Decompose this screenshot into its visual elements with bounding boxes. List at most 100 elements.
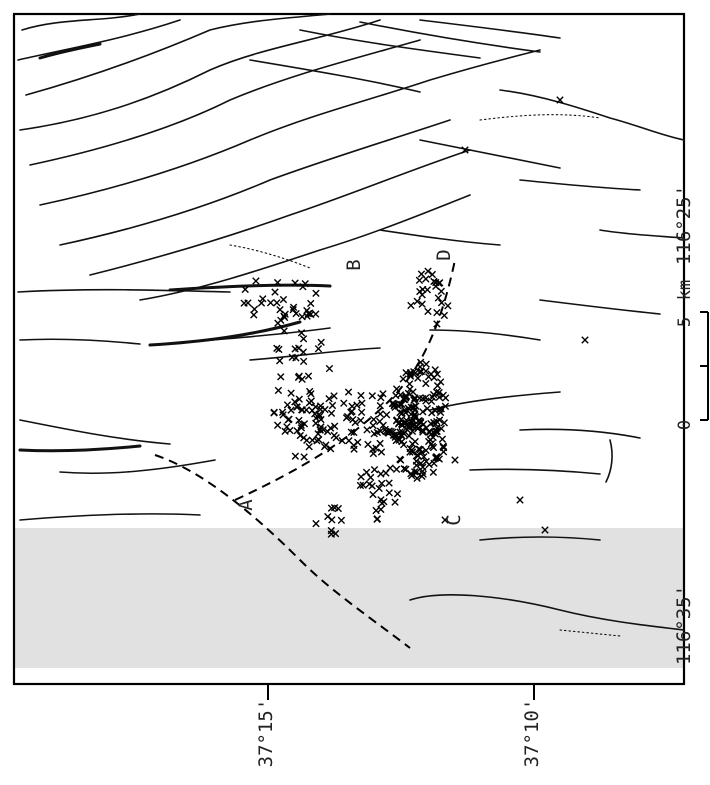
fault-trace bbox=[19, 419, 171, 445]
earthquake-epicenter bbox=[306, 387, 314, 396]
earthquake-epicenter bbox=[368, 392, 377, 400]
earthquake-epicenter bbox=[252, 277, 260, 285]
earthquake-epicenter bbox=[422, 394, 430, 402]
earthquake-epicenter bbox=[370, 466, 379, 474]
earthquake-epicenter bbox=[338, 437, 346, 445]
fault-trace-inferred bbox=[479, 114, 601, 121]
earthquake-epicenter bbox=[400, 464, 408, 473]
earthquake-epicenter bbox=[415, 276, 424, 285]
earthquake-epicenter bbox=[293, 403, 301, 411]
earthquake-epicenter bbox=[275, 345, 283, 354]
earthquake-epicenter bbox=[356, 481, 365, 490]
earthquake-epicenter bbox=[436, 378, 445, 386]
earthquake-epicenter bbox=[424, 307, 432, 316]
earthquake-epicenter bbox=[386, 464, 394, 472]
earthquake-epicenter bbox=[315, 410, 323, 419]
earthquake-epicenter bbox=[410, 396, 418, 404]
fault-trace bbox=[39, 49, 541, 206]
earthquake-epicenter bbox=[385, 427, 393, 435]
fault-trace bbox=[605, 439, 613, 483]
earthquake-epicenter bbox=[396, 456, 405, 464]
earthquake-epicenter bbox=[405, 432, 413, 440]
earthquake-epicenter bbox=[410, 468, 419, 476]
earthquake-epicenter bbox=[399, 375, 407, 383]
earthquake-epicenter bbox=[408, 448, 417, 456]
earthquake-epicenter bbox=[439, 391, 447, 400]
earthquake-epicenter bbox=[378, 479, 386, 488]
earthquake-epicenter bbox=[416, 445, 424, 454]
earthquake-epicenter bbox=[299, 357, 308, 366]
earthquake-epicenter bbox=[440, 311, 449, 320]
fault-trace bbox=[419, 19, 561, 39]
earthquake-epicenter bbox=[312, 289, 320, 298]
profile-label: C bbox=[443, 514, 465, 525]
scale-bar-label: 5 bbox=[675, 317, 695, 327]
earthquake-epicenter bbox=[347, 428, 356, 436]
map-frame bbox=[12, 12, 686, 686]
earthquake-epicenter bbox=[287, 389, 295, 397]
earthquake-epicenter bbox=[273, 278, 282, 287]
earthquake-epicenter bbox=[434, 294, 443, 302]
fault-trace bbox=[539, 299, 661, 315]
earthquake-epicenter bbox=[392, 465, 401, 473]
earthquake-epicenter bbox=[304, 372, 313, 380]
longitude-label: 116°35' bbox=[673, 585, 695, 665]
earthquake-epicenter bbox=[422, 379, 430, 388]
earthquake-epicenter bbox=[417, 459, 425, 467]
earthquake-epicenter bbox=[377, 505, 385, 514]
earthquake-epicenter bbox=[317, 415, 325, 424]
profile-label: D bbox=[433, 249, 455, 260]
earthquake-epicenter bbox=[302, 406, 311, 414]
earthquake-epicenter bbox=[330, 392, 338, 400]
earthquake-epicenter bbox=[419, 463, 427, 471]
earthquake-epicenter bbox=[438, 435, 447, 443]
earthquake-epicenter bbox=[308, 406, 316, 415]
earthquake-epicenter bbox=[391, 498, 399, 506]
earthquake-epicenter bbox=[420, 453, 428, 461]
earthquake-epicenter bbox=[435, 405, 444, 413]
earthquake-epicenter bbox=[429, 468, 438, 476]
earthquake-epicenter bbox=[283, 401, 292, 409]
earthquake-epicenter bbox=[396, 408, 404, 417]
earthquake-epicenter bbox=[289, 303, 298, 311]
earthquake-epicenter bbox=[327, 409, 336, 418]
earthquake-epicenter bbox=[392, 385, 401, 393]
earthquake-epicenter bbox=[291, 279, 299, 287]
earthquake-epicenter bbox=[419, 408, 427, 416]
earthquake-epicenter bbox=[257, 299, 266, 307]
earthquake-epicenter bbox=[317, 338, 325, 346]
earthquake-epicenter bbox=[307, 299, 315, 308]
fault-trace-major bbox=[168, 283, 332, 292]
earthquake-epicenter bbox=[415, 417, 423, 425]
earthquake-epicenter bbox=[330, 422, 339, 430]
earthquake-epicenter bbox=[307, 310, 315, 319]
earthquake-epicenter bbox=[394, 402, 403, 410]
earthquake-epicenter bbox=[418, 300, 426, 308]
earthquake-epicenter bbox=[350, 428, 358, 437]
earthquake-epicenter bbox=[388, 399, 397, 408]
earthquake-epicenter bbox=[373, 515, 381, 524]
earthquake-epicenter bbox=[393, 490, 402, 498]
earthquake-epicenter bbox=[390, 400, 399, 409]
profile-line-c-d bbox=[234, 259, 456, 501]
latitude-label: 37°15' bbox=[255, 699, 277, 768]
earthquake-epicenter bbox=[259, 295, 267, 303]
fault-trace bbox=[409, 594, 685, 631]
earthquake-epicenter bbox=[357, 391, 365, 400]
earthquake-epicenter bbox=[280, 312, 288, 320]
earthquake-epicenter bbox=[277, 373, 285, 381]
earthquake-epicenter bbox=[406, 385, 414, 394]
earthquake-epicenter bbox=[289, 305, 297, 314]
earthquake-epicenter bbox=[278, 408, 287, 416]
earthquake-epicenter bbox=[414, 374, 422, 382]
fault-trace bbox=[17, 288, 231, 293]
earthquake-epicenter bbox=[411, 437, 419, 446]
fault-trace-inferred bbox=[229, 244, 311, 269]
earthquake-epicenter bbox=[461, 146, 469, 154]
earthquake-epicenter bbox=[343, 412, 352, 421]
fault-trace-major bbox=[148, 320, 302, 347]
fault-trace bbox=[599, 229, 685, 239]
earthquake-epicenter bbox=[406, 423, 414, 431]
earthquake-epicenter bbox=[400, 429, 408, 438]
earthquake-epicenter bbox=[376, 410, 385, 418]
